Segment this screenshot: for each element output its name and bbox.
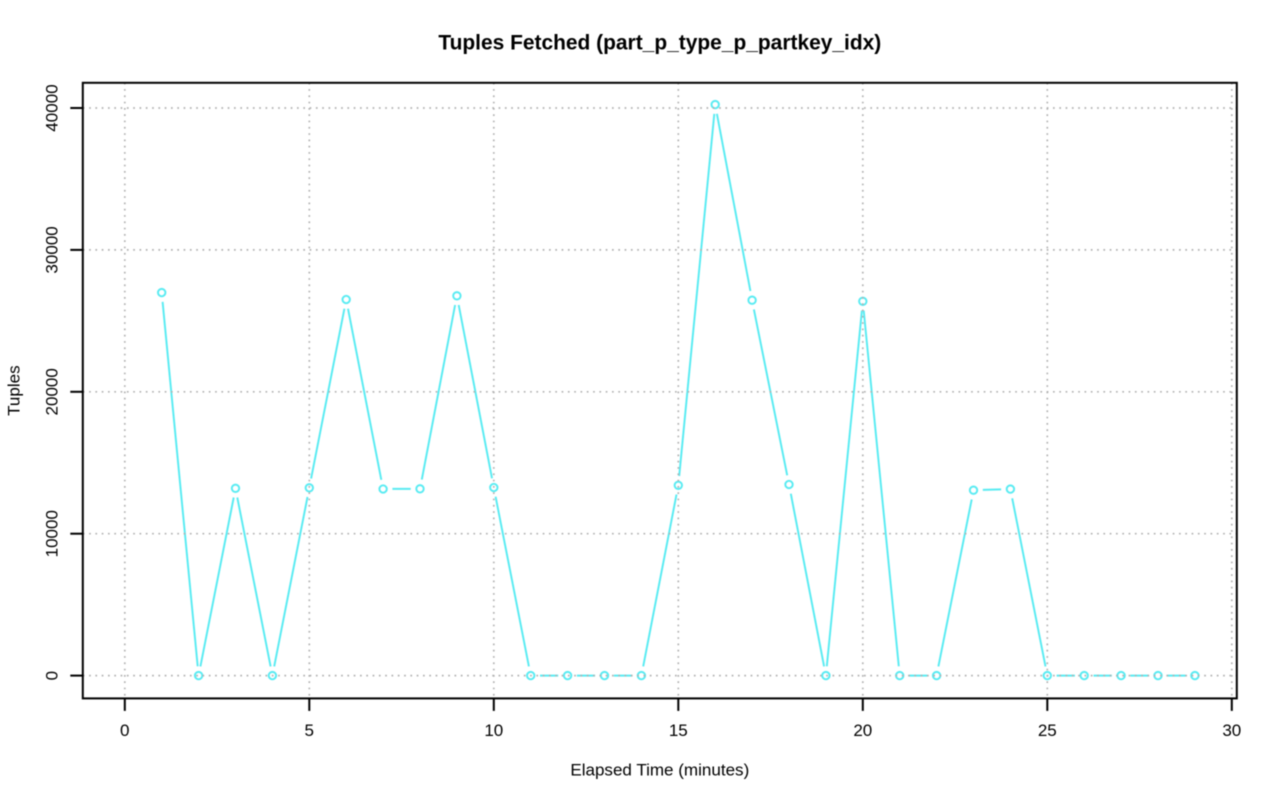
svg-text:Tuples Fetched (part_p_type_p_: Tuples Fetched (part_p_type_p_partkey_id… — [438, 31, 881, 54]
svg-text:30000: 30000 — [43, 226, 62, 273]
svg-text:20: 20 — [853, 721, 872, 740]
svg-text:20000: 20000 — [43, 368, 62, 415]
svg-text:25: 25 — [1038, 721, 1057, 740]
svg-text:10000: 10000 — [43, 510, 62, 557]
svg-text:0: 0 — [120, 721, 129, 740]
svg-text:30: 30 — [1222, 721, 1241, 740]
svg-text:0: 0 — [43, 671, 62, 680]
svg-text:15: 15 — [669, 721, 688, 740]
svg-text:Elapsed Time (minutes): Elapsed Time (minutes) — [570, 761, 749, 780]
svg-text:40000: 40000 — [43, 84, 62, 131]
svg-text:10: 10 — [484, 721, 503, 740]
svg-text:Tuples: Tuples — [5, 365, 24, 416]
svg-text:5: 5 — [305, 721, 314, 740]
